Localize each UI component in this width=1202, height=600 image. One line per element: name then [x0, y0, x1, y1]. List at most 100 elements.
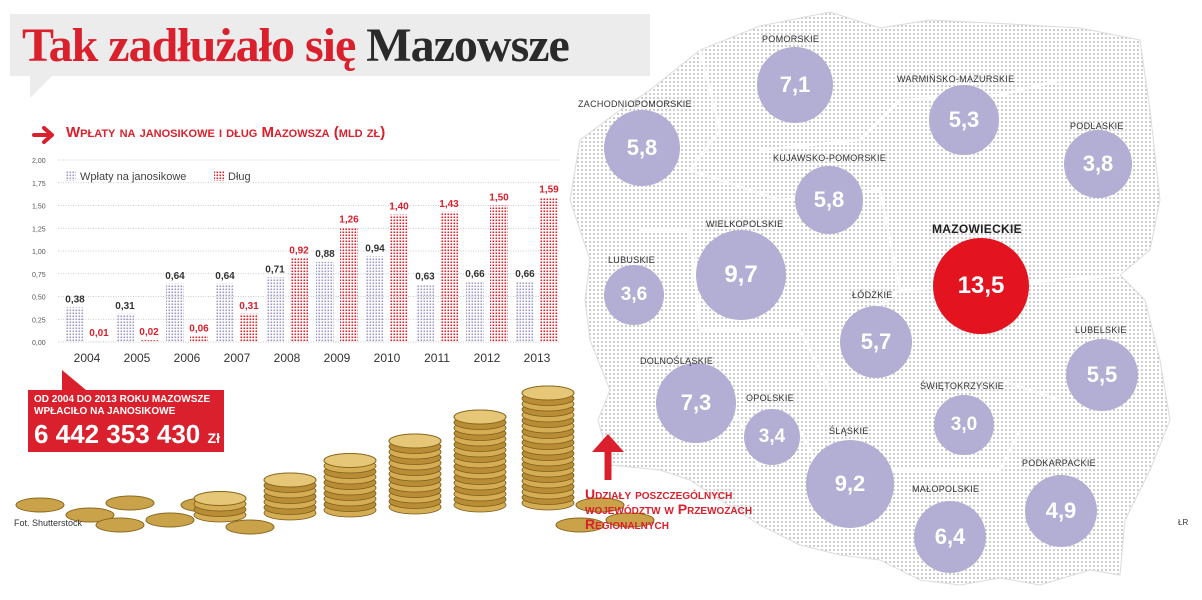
coin	[65, 507, 115, 523]
title-red-part: Tak zadłużało się	[22, 19, 356, 72]
bar-dlug	[90, 341, 108, 342]
bar-label-dlug: 0,31	[239, 301, 259, 312]
legend: Wpłaty na janosikowe Dług	[66, 171, 251, 183]
callout-unit: Zł	[207, 430, 220, 446]
bubble-value: 5,8	[626, 135, 658, 160]
coin	[95, 517, 145, 533]
bubble-value: 3,6	[620, 284, 648, 305]
bar-wplaty	[216, 283, 234, 342]
arrow-up-icon	[592, 434, 624, 480]
region-name: OPOLSKIE	[746, 393, 794, 403]
callout-value: 6 442 353 430 Zł	[34, 420, 220, 452]
callout-text: OD 2004 DO 2013 ROKU MAZOWSZE WPŁACIŁO N…	[34, 394, 210, 418]
region-name: KUJAWSKO-POMORSKIE	[773, 153, 887, 163]
y-tick-label: 0,50	[32, 295, 46, 302]
bar-label-wplaty: 0,66	[515, 269, 535, 280]
legend-swatch-dlug	[214, 171, 224, 181]
region-name: ŁÓDZKIE	[852, 290, 893, 300]
bar-label-wplaty: 0,64	[165, 271, 185, 282]
coin	[575, 497, 625, 513]
caption-line3: Regionalnych	[585, 516, 670, 532]
x-tick-label: 2011	[424, 351, 450, 365]
bar-label-dlug: 1,40	[389, 202, 409, 213]
bar-label-dlug: 1,26	[339, 214, 359, 225]
region-name: WIELKOPOLSKIE	[706, 219, 784, 229]
bubble-region	[806, 440, 894, 528]
bar-label-wplaty: 0,64	[215, 271, 235, 282]
x-tick-label: 2004	[74, 351, 101, 365]
bubble-region	[929, 85, 999, 155]
x-tick-label: 2010	[374, 351, 401, 365]
x-tick-label: 2007	[224, 351, 251, 365]
region-name: ŚWIĘTOKRZYSKIE	[920, 381, 1005, 391]
bar-dlug	[490, 205, 508, 342]
region-name: DOLNOŚLĄSKIE	[640, 356, 714, 366]
legend-swatch-wplaty	[66, 171, 76, 181]
bar-wplaty	[116, 313, 134, 342]
coin	[145, 512, 195, 528]
region-name: PODKARPACKIE	[1022, 458, 1096, 468]
bar-label-wplaty: 0,38	[65, 294, 85, 305]
bubble-region	[757, 47, 833, 123]
bar-label-dlug: 1,59	[539, 184, 559, 195]
callout-number: 6 442 353 430	[34, 419, 201, 449]
y-tick-label: 0,25	[32, 317, 46, 324]
coin-top	[521, 385, 575, 401]
bar-label-wplaty: 0,63	[415, 272, 435, 283]
coin	[105, 495, 155, 511]
region-name: MAŁOPOLSKIE	[912, 484, 980, 494]
bar-dlug	[240, 313, 258, 342]
bubble-value: 5,7	[860, 329, 892, 354]
bubble-value: 13,5	[957, 272, 1005, 299]
bubble-region	[934, 395, 994, 455]
y-tick-label: 0,75	[32, 272, 46, 279]
coin	[555, 517, 605, 533]
bubble-region	[1064, 130, 1132, 198]
bar-dlug	[140, 340, 158, 342]
y-tick-label: 2,00	[32, 158, 46, 165]
bubble-region	[914, 501, 986, 573]
coin	[225, 519, 275, 535]
bubble-region	[656, 363, 736, 443]
coin-top	[323, 453, 377, 468]
page-title: Tak zadłużało się Mazowsze	[22, 18, 570, 74]
bubble-value: 5,8	[813, 187, 845, 212]
region-name: LUBUSKIE	[608, 255, 655, 265]
bar-label-dlug: 0,06	[189, 324, 209, 335]
region-name: ŚLĄSKIE	[829, 426, 869, 436]
bar-dlug	[390, 214, 408, 342]
bar-label-wplaty: 0,94	[365, 243, 385, 254]
bar-label-wplaty: 0,71	[265, 264, 285, 275]
bubble-value: 5,3	[948, 107, 980, 132]
x-tick-label: 2012	[474, 351, 501, 365]
coin	[605, 512, 655, 528]
bubble-value: 6,4	[934, 524, 966, 549]
bubble-value: 3,4	[758, 426, 786, 447]
bubble-region	[744, 409, 800, 465]
y-tick-label: 1,25	[32, 226, 46, 233]
bar-wplaty	[266, 277, 284, 342]
bar-dlug	[540, 197, 558, 342]
region-name: MAZOWIECKIE	[932, 222, 1022, 236]
title-banner-tail	[30, 76, 52, 98]
bar-label-wplaty: 0,66	[465, 269, 485, 280]
legend-label-dlug: Dług	[228, 171, 251, 183]
title-banner	[10, 14, 650, 76]
bubble-region	[795, 166, 863, 234]
x-tick-label: 2005	[124, 351, 151, 365]
bubble-value: 7,1	[779, 72, 811, 97]
bubble-value: 9,7	[724, 261, 758, 288]
janosikowe-total-callout: OD 2004 DO 2013 ROKU MAZOWSZE WPŁACIŁO N…	[28, 390, 224, 452]
y-tick-label: 1,00	[32, 249, 46, 256]
bar-wplaty	[316, 261, 334, 342]
bar-label-dlug: 0,02	[139, 327, 159, 338]
bubble-region	[604, 265, 664, 325]
bar-wplaty	[66, 307, 84, 342]
bar-wplaty	[166, 283, 184, 342]
coin	[15, 497, 65, 513]
callout-notch	[62, 370, 86, 390]
bar-label-dlug: 1,43	[439, 199, 459, 210]
bubble-value: 5,5	[1086, 362, 1118, 387]
x-tick-label: 2008	[274, 351, 301, 365]
